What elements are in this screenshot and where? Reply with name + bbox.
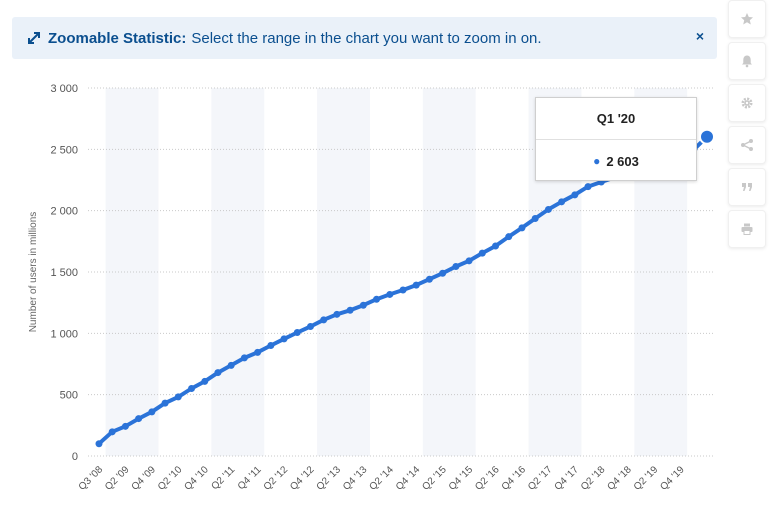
x-tick-label: Q4 '16 (500, 464, 529, 493)
x-tick-label: Q4 '09 (130, 464, 159, 493)
data-point[interactable] (121, 422, 129, 430)
data-point[interactable] (492, 242, 500, 250)
data-tooltip: Q1 '20 ● 2 603 (535, 97, 697, 181)
share-button[interactable] (728, 126, 766, 164)
x-tick-label: Q4 '12 (288, 464, 317, 493)
data-point[interactable] (531, 215, 539, 223)
data-point[interactable] (699, 128, 715, 145)
close-icon[interactable]: × (695, 28, 704, 44)
settings-button[interactable] (728, 84, 766, 122)
x-tick-label: Q4 '11 (236, 464, 264, 492)
y-axis-label: Number of users in millions (28, 212, 39, 333)
star-icon (741, 13, 753, 25)
data-point[interactable] (584, 183, 592, 191)
banner-text: Select the range in the chart you want t… (191, 29, 542, 47)
x-tick-label: Q4 '15 (447, 464, 476, 493)
data-point[interactable] (95, 440, 103, 448)
zoomable-statistic-banner: Zoomable Statistic: Select the range in … (12, 17, 717, 59)
series-marker-icon: ● (593, 154, 601, 168)
data-point[interactable] (135, 415, 143, 423)
data-point[interactable] (161, 399, 169, 407)
data-point[interactable] (425, 275, 433, 283)
x-tick-label: Q2 '09 (103, 464, 132, 493)
banner-title: Zoomable Statistic: (48, 29, 187, 47)
data-point[interactable] (108, 428, 116, 436)
notification-button[interactable] (728, 42, 766, 80)
y-tick-label: 1 500 (50, 267, 78, 279)
x-tick-label: Q4 '17 (553, 464, 582, 493)
y-tick-label: 1 000 (50, 328, 78, 340)
x-tick-label: Q4 '14 (394, 464, 423, 493)
favorite-button[interactable] (728, 0, 766, 38)
data-point[interactable] (544, 205, 552, 213)
x-tick-label: Q2 '14 (368, 464, 397, 493)
data-point[interactable] (478, 249, 486, 257)
data-point[interactable] (280, 335, 288, 343)
x-tick-label: Q2 '18 (579, 464, 608, 493)
data-point[interactable] (148, 408, 156, 416)
data-point[interactable] (518, 224, 526, 232)
data-point[interactable] (320, 316, 328, 324)
share-icon (741, 139, 753, 151)
y-tick-label: 0 (72, 451, 78, 463)
x-tick-label: Q2 '19 (632, 464, 661, 493)
data-point[interactable] (240, 354, 248, 362)
data-point[interactable] (201, 377, 209, 385)
x-tick-label: Q3 '08 (77, 464, 106, 493)
data-point[interactable] (452, 262, 460, 270)
x-tick-label: Q2 '17 (526, 464, 555, 493)
y-tick-label: 500 (60, 390, 78, 402)
data-point[interactable] (465, 257, 473, 265)
x-tick-label: Q2 '13 (315, 464, 344, 493)
print-button[interactable] (728, 210, 766, 248)
data-point[interactable] (399, 286, 407, 294)
x-tick-label: Q2 '15 (420, 464, 449, 493)
x-tick-label: Q2 '10 (156, 464, 185, 493)
data-point[interactable] (254, 348, 262, 356)
x-tick-label: Q4 '18 (605, 464, 634, 493)
bell-icon (742, 55, 752, 68)
data-point[interactable] (293, 328, 301, 336)
data-point[interactable] (359, 301, 367, 309)
data-point[interactable] (439, 269, 447, 277)
data-point[interactable] (558, 198, 566, 206)
y-tick-label: 3 000 (50, 83, 78, 95)
data-point[interactable] (333, 310, 341, 318)
x-tick-label: Q4 '13 (341, 464, 370, 493)
y-tick-label: 2 500 (50, 144, 78, 156)
data-point[interactable] (227, 361, 235, 369)
print-icon (741, 223, 753, 235)
expand-icon (26, 30, 42, 46)
data-point[interactable] (571, 191, 579, 199)
x-tick-label: Q2 '12 (262, 464, 291, 493)
x-tick-label: Q2 '11 (209, 464, 237, 492)
data-point[interactable] (412, 281, 420, 289)
x-tick-label: Q4 '19 (658, 464, 687, 493)
data-point[interactable] (267, 341, 275, 349)
quote-icon (742, 183, 752, 191)
tooltip-value-row: ● 2 603 (536, 140, 696, 182)
x-tick-label: Q4 '10 (182, 464, 211, 493)
data-point[interactable] (174, 393, 182, 401)
data-point[interactable] (188, 385, 196, 393)
side-toolbar (728, 0, 768, 252)
data-point[interactable] (306, 322, 314, 330)
data-point[interactable] (505, 233, 513, 241)
background-band (105, 88, 159, 456)
data-point[interactable] (214, 369, 222, 377)
data-point[interactable] (373, 295, 381, 303)
tooltip-period: Q1 '20 (536, 98, 696, 140)
data-point[interactable] (386, 290, 394, 298)
y-tick-label: 2 000 (50, 206, 78, 218)
cite-button[interactable] (728, 168, 766, 206)
x-tick-label: Q2 '16 (473, 464, 502, 493)
gear-icon (741, 97, 753, 109)
tooltip-value: 2 603 (606, 153, 639, 169)
data-point[interactable] (346, 306, 354, 314)
